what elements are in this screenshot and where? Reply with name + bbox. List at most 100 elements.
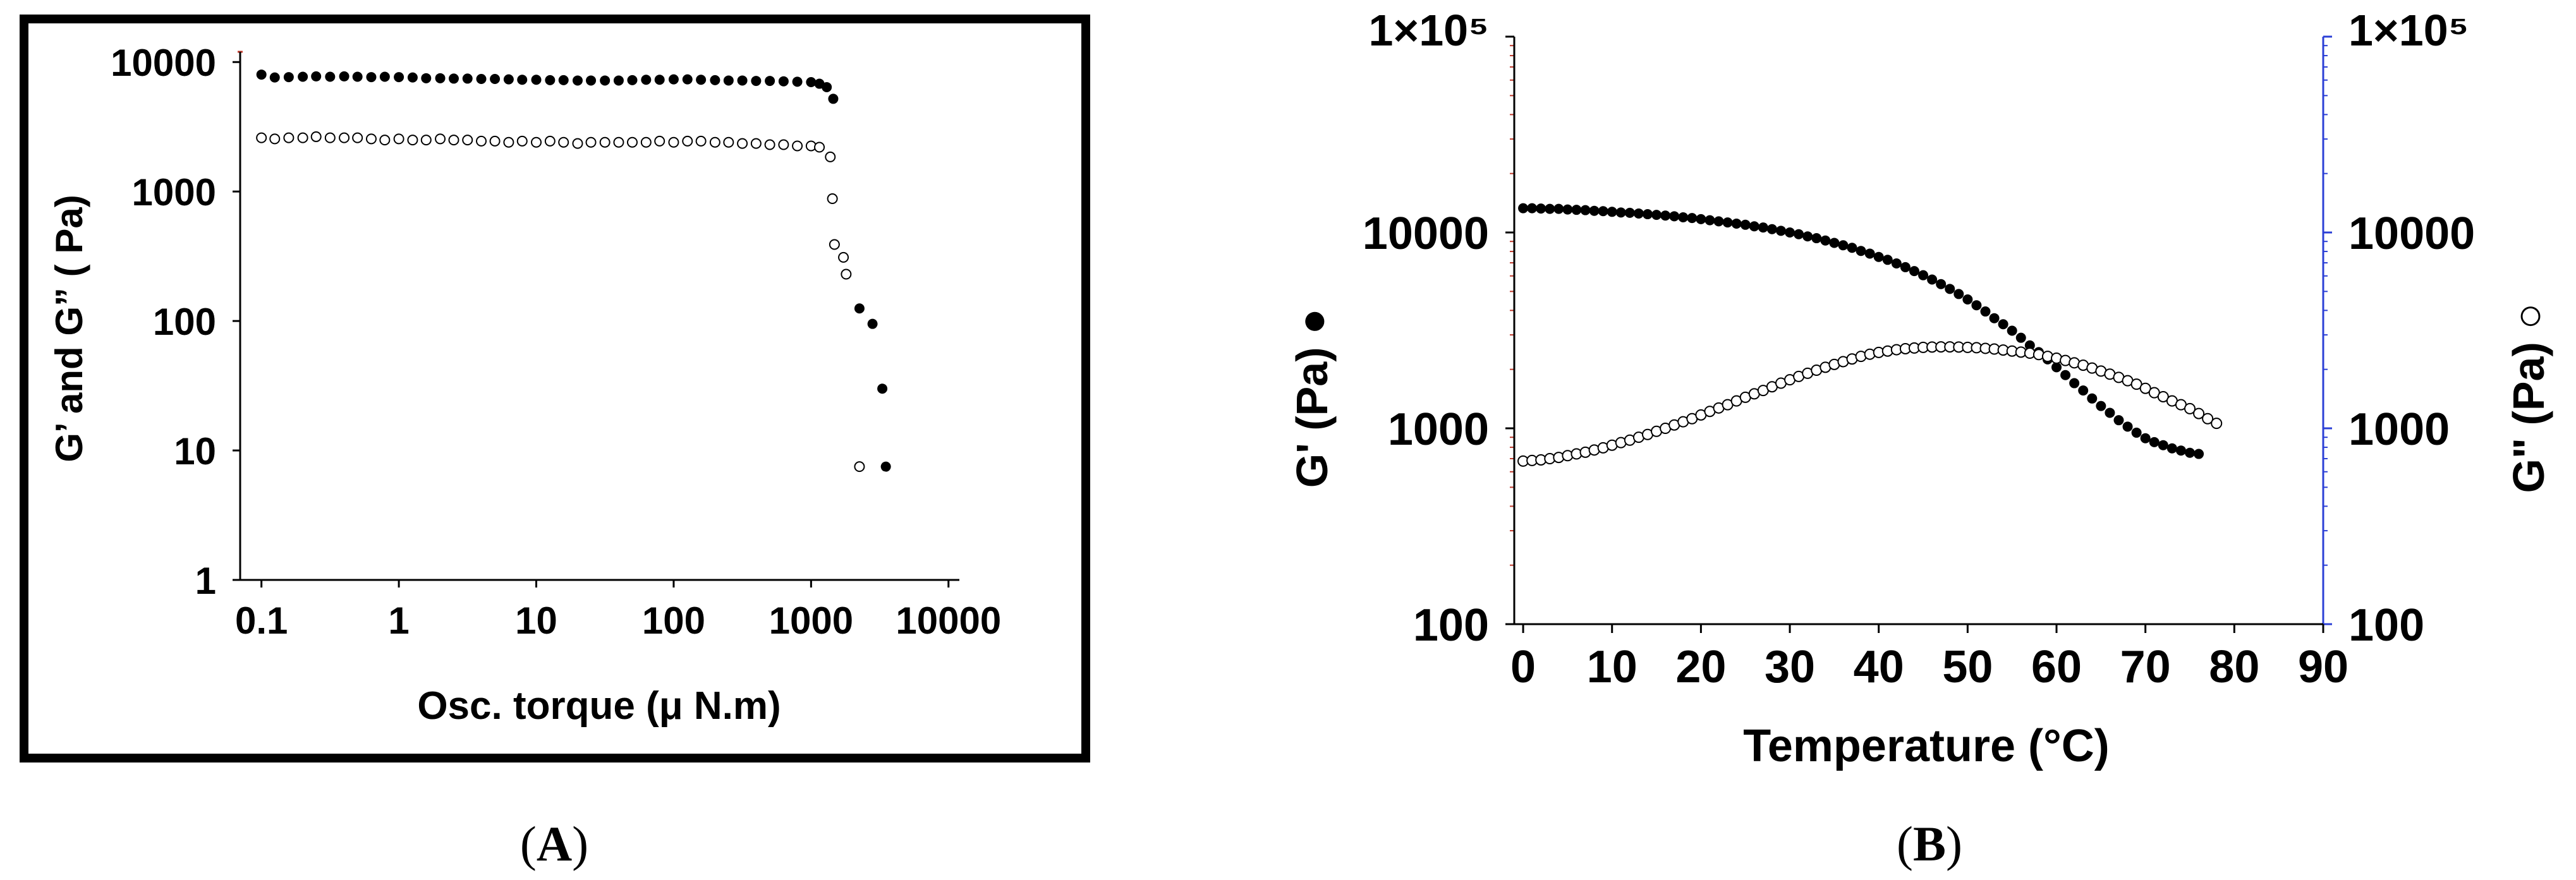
panel-a-filled-point bbox=[339, 71, 349, 81]
panel-b-g-prime-point bbox=[1722, 217, 1733, 228]
panel-b-g-prime-point bbox=[1847, 243, 1857, 253]
panel-b-g-prime-point bbox=[2131, 427, 2142, 438]
panel-a-filled-point bbox=[462, 73, 473, 84]
panel-b-g-double-prime-point bbox=[2193, 407, 2205, 419]
panel-a-open-point bbox=[256, 132, 267, 143]
g-prime-label: G' (Pa) ● bbox=[1287, 308, 1337, 488]
panel-b-x-tick-label: 20 bbox=[1675, 642, 1726, 692]
panel-b-g-prime-point bbox=[1918, 270, 1929, 280]
panel-a-open-point bbox=[516, 135, 528, 147]
panel-a-open-point bbox=[750, 138, 762, 149]
panel-b-g-double-prime-point bbox=[2184, 402, 2196, 414]
panel-a-open-point bbox=[764, 139, 775, 150]
panel-b-g-prime-point bbox=[1696, 214, 1706, 224]
panel-b-g-prime-point bbox=[2007, 325, 2017, 336]
panel-a-filled-point bbox=[600, 75, 611, 86]
panel-b-x-tick-label: 60 bbox=[2031, 642, 2082, 692]
panel-a-open-point bbox=[585, 136, 597, 148]
panel-b-g-prime-point bbox=[2105, 407, 2115, 418]
panel-b-g-prime-point bbox=[1785, 227, 1795, 238]
panel-a-filled-point bbox=[558, 75, 569, 85]
panel-a-filled-point bbox=[668, 74, 679, 85]
panel-a-filled-point bbox=[737, 75, 748, 86]
panel-b-g-prime-point bbox=[1731, 218, 1742, 229]
panel-b-paren-close: ) bbox=[1946, 816, 1962, 871]
panel-b-paren-open: ( bbox=[1897, 816, 1913, 871]
panel-b-g-prime-point bbox=[2051, 362, 2062, 373]
panel-a-open-point bbox=[814, 142, 825, 153]
panel-b-x-tick-label: 0 bbox=[1510, 642, 1536, 692]
panel-a-open-point bbox=[503, 136, 514, 148]
panel-a-filled-point bbox=[792, 76, 803, 87]
panel-a-filled-point bbox=[407, 72, 418, 83]
panel-a-open-point bbox=[558, 136, 569, 148]
panel-a-open-point bbox=[544, 135, 556, 147]
panel-b-x-tick-label: 30 bbox=[1765, 642, 1815, 692]
panel-b-x-tick-label: 90 bbox=[2298, 642, 2348, 692]
panel-b-g-prime-point bbox=[1971, 300, 1982, 311]
panel-b-g-double-prime-point bbox=[2202, 413, 2214, 425]
panel-a-filled-point bbox=[503, 74, 514, 85]
panel-b-g-prime-point bbox=[1989, 313, 2000, 323]
panel-a-x-tick-label: 10000 bbox=[896, 600, 1001, 642]
panel-a-open-point bbox=[613, 136, 624, 148]
panel-b-g-prime-point bbox=[1687, 213, 1698, 224]
panel-b-y-tick-label-left: 10000 bbox=[1363, 208, 1489, 259]
panel-a-open-point bbox=[407, 135, 418, 146]
panel-a-filled-point bbox=[298, 71, 308, 82]
panel-a-y-tick-label: 10000 bbox=[111, 42, 216, 84]
panel-b-g-prime-point bbox=[1909, 266, 1919, 277]
panel-a-filled-point bbox=[654, 75, 665, 85]
panel-b-y-tick-label-right: 10000 bbox=[2348, 208, 2475, 259]
panel-b-g-prime-point bbox=[1945, 284, 1955, 294]
panel-a-open-point bbox=[825, 151, 836, 162]
panel-b-y-tick-label-right: 100 bbox=[2348, 600, 2424, 651]
panel-a-open-point bbox=[324, 132, 336, 143]
panel-a-filled-point bbox=[877, 383, 888, 394]
panel-b-g-prime-point bbox=[1927, 274, 1938, 285]
panel-a-open-point bbox=[640, 136, 652, 148]
panel-b-g-prime-point bbox=[2166, 443, 2177, 454]
panel-b-y-tick-label-right: 1000 bbox=[2348, 404, 2450, 455]
panel-a-open-point bbox=[778, 139, 789, 150]
panel-a: 1 10 100 1000 10000 0.1 1 10 100 1000 10000 Osc. t… bbox=[20, 15, 1090, 762]
panel-a-x-tick-label: 0.1 bbox=[235, 600, 288, 642]
panel-b: 100 100 1000 1000 10000 10000 1×10⁵ 1×10⁵ 0 10 20 3… bbox=[1287, 6, 2553, 771]
panel-a-filled-point bbox=[435, 73, 446, 83]
panel-a-open-point bbox=[420, 135, 432, 146]
panel-b-g-prime-point bbox=[2113, 415, 2124, 426]
panel-a-open-point bbox=[829, 239, 840, 250]
panel-a-open-point bbox=[283, 132, 295, 143]
panel-b-g-prime-point bbox=[2175, 445, 2186, 456]
panel-a-filled-point bbox=[531, 75, 542, 85]
panel-a-filled-point bbox=[627, 75, 638, 85]
panel-a-filled-point bbox=[448, 73, 459, 84]
panel-b-g-prime-point bbox=[1580, 205, 1591, 215]
panel-a-open-point bbox=[626, 136, 638, 148]
panel-b-g-prime-point bbox=[1571, 205, 1582, 215]
panel-b-g-prime-point bbox=[1633, 208, 1644, 219]
panel-b-y-tick-label-right: 1×10⁵ bbox=[2348, 6, 2469, 55]
panel-a-x-tick-label: 1000 bbox=[769, 600, 853, 642]
panel-b-g-prime-point bbox=[1749, 221, 1759, 232]
panel-a-open-point bbox=[654, 135, 665, 147]
panel-b-g-prime-point bbox=[1891, 258, 1902, 268]
panel-a-filled-point bbox=[822, 81, 832, 92]
panel-b-g-prime-point bbox=[1607, 207, 1617, 217]
g-double-prime-label: G" (Pa) ○ bbox=[2504, 303, 2553, 493]
panel-a-filled-point bbox=[572, 75, 583, 86]
panel-b-g-prime-point bbox=[1669, 211, 1680, 222]
panel-a-filled-point bbox=[476, 74, 487, 85]
panel-a-open-point bbox=[310, 131, 322, 142]
panel-b-g-prime-point bbox=[1553, 203, 1564, 214]
panel-b-g-prime-point bbox=[1864, 248, 1875, 259]
panel-a-filled-point bbox=[545, 75, 556, 85]
panel-a-letter: A bbox=[537, 816, 572, 871]
panel-b-g-prime-point bbox=[1900, 262, 1911, 272]
panel-b-g-prime-point bbox=[1642, 209, 1653, 220]
panel-b-points bbox=[1517, 203, 2223, 467]
panel-b-g-prime-point bbox=[1980, 306, 1991, 317]
panel-a-filled-point bbox=[421, 73, 432, 83]
panel-a-y-axis-label: G’ and G” ( Pa) bbox=[48, 195, 90, 462]
